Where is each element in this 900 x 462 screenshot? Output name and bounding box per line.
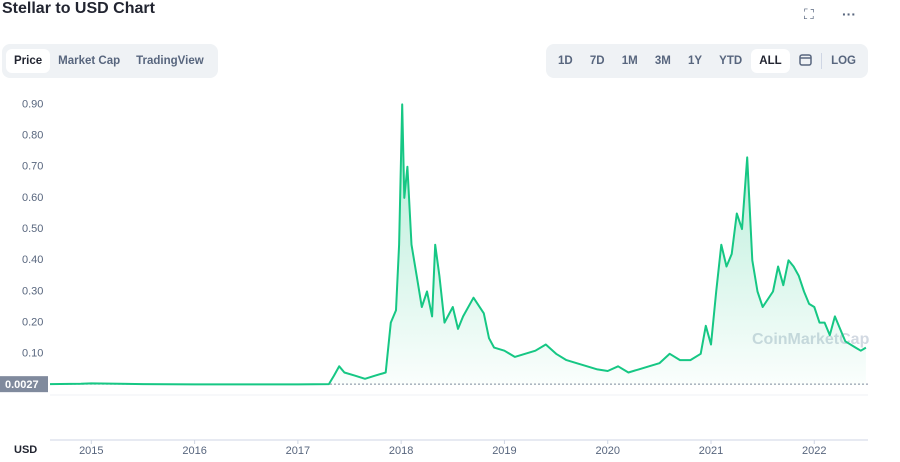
- tab[interactable]: Market Cap: [58, 55, 121, 67]
- tab[interactable]: Price: [6, 49, 51, 73]
- y-tick-label: 0.20: [22, 317, 43, 329]
- tab-group: Price Market Cap TradingView: [2, 44, 218, 78]
- log-button[interactable]: LOG: [831, 55, 856, 67]
- current-price-label: 0.0027: [5, 379, 39, 391]
- x-tick-label: 2015: [79, 445, 103, 457]
- calendar-button[interactable]: [791, 47, 820, 75]
- range-button[interactable]: 1D: [558, 55, 573, 67]
- x-tick-label: 2020: [595, 445, 619, 457]
- separator: [820, 53, 822, 69]
- currency-label: USD: [14, 444, 37, 456]
- range-group: 1D 7D 1M 3M 1Y YTD ALL LOG: [546, 44, 868, 78]
- price-line: [49, 103, 867, 386]
- x-tick-label: 2021: [699, 445, 723, 457]
- y-tick-label: 0.40: [22, 254, 43, 266]
- x-tick-label: 2019: [492, 445, 516, 457]
- range-button[interactable]: 1M: [621, 55, 638, 67]
- y-tick-label: 0.30: [22, 285, 43, 297]
- y-tick-label: 0.10: [22, 348, 43, 360]
- range-button[interactable]: 1Y: [687, 55, 703, 67]
- x-tick-label: 2016: [182, 445, 206, 457]
- price-area: [50, 104, 866, 386]
- range-button[interactable]: 3M: [654, 55, 671, 67]
- x-tick-label: 2022: [802, 445, 826, 457]
- fullscreen-icon[interactable]: ⛶: [804, 6, 814, 22]
- range-button[interactable]: YTD: [719, 55, 743, 67]
- y-tick-label: 0.50: [22, 223, 43, 235]
- y-tick-label: 0.90: [22, 98, 43, 110]
- range-button[interactable]: 7D: [589, 55, 605, 67]
- more-icon[interactable]: ···: [842, 6, 856, 22]
- tab[interactable]: TradingView: [136, 55, 204, 67]
- range-button[interactable]: ALL: [751, 49, 790, 73]
- x-tick-label: 2018: [389, 445, 413, 457]
- y-tick-label: 0.60: [22, 192, 43, 204]
- y-tick-label: 0.80: [22, 129, 43, 141]
- y-tick-label: 0.70: [22, 161, 43, 173]
- current-price-box: [0, 376, 48, 393]
- x-tick-label: 2017: [286, 445, 310, 457]
- chart-title: Stellar to USD Chart: [2, 0, 155, 17]
